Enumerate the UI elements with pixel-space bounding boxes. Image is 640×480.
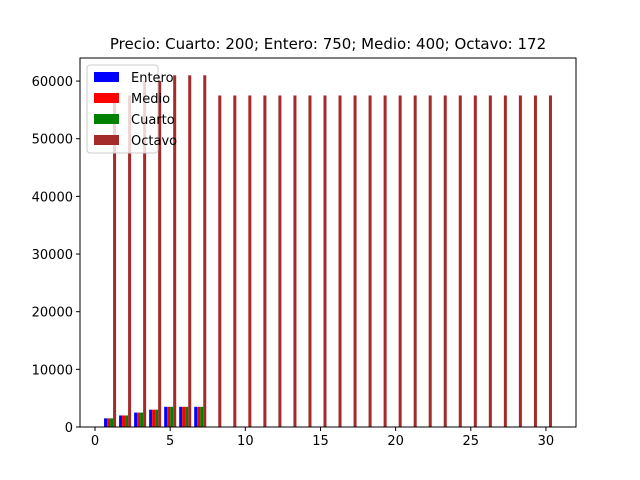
bar-cuarto-5	[170, 406, 174, 427]
bar-entero-7	[194, 406, 198, 427]
bar-medio-6	[182, 406, 186, 427]
bar-entero-6	[179, 406, 183, 427]
y-tick-label: 50000	[32, 133, 73, 148]
bar-octavo-30	[548, 95, 552, 427]
bar-entero-5	[164, 406, 168, 427]
legend-label-entero: Entero	[131, 71, 174, 86]
x-tick-label: 10	[237, 434, 254, 449]
bar-octavo-27	[503, 95, 507, 427]
plot-frame	[79, 57, 577, 428]
bar-octavo-29	[533, 95, 537, 427]
bar-entero-2	[119, 415, 123, 427]
bar-octavo-25	[473, 95, 477, 427]
legend-label-medio: Medio	[131, 92, 170, 107]
x-tick-label: 30	[538, 434, 555, 449]
bar-octavo-7	[203, 75, 207, 428]
bar-octavo-20	[398, 95, 402, 427]
bar-medio-4	[152, 409, 156, 427]
bar-octavo-21	[413, 95, 417, 427]
bar-octavo-26	[488, 95, 492, 427]
legend-swatch-octavo	[94, 135, 119, 145]
bar-entero-3	[134, 412, 138, 427]
y-tick-label: 40000	[32, 190, 73, 205]
bar-octavo-6	[188, 75, 192, 428]
legend-swatch-entero	[94, 72, 119, 82]
bar-octavo-16	[338, 95, 342, 427]
legend-swatch-cuarto	[94, 114, 119, 124]
bar-octavo-2	[128, 95, 132, 427]
bar-cuarto-7	[200, 406, 204, 427]
bar-octavo-4	[158, 81, 162, 427]
y-tick-label: 10000	[32, 363, 73, 378]
y-tick-label: 30000	[32, 248, 73, 263]
bar-octavo-24	[458, 95, 462, 427]
bar-octavo-11	[263, 95, 267, 427]
legend-box	[86, 64, 159, 154]
bar-cuarto-3	[140, 412, 144, 427]
bar-octavo-9	[233, 95, 237, 427]
x-tick-label: 20	[387, 434, 404, 449]
axes-group: 0 5 10 15 20 25 30 0 10000 20000 30000 40000 50000 60…	[32, 57, 577, 449]
bar-medio-2	[122, 415, 126, 427]
bar-octavo-15	[323, 95, 327, 427]
chart-title: Precio: Cuarto: 200; Entero: 750; Medio:…	[110, 35, 546, 53]
bar-octavo-8	[218, 95, 222, 427]
bar-octavo-17	[353, 95, 357, 427]
bar-octavo-23	[443, 95, 447, 427]
bar-entero-1	[104, 418, 108, 427]
legend-label-cuarto: Cuarto	[131, 113, 175, 128]
legend-label-octavo: Octavo	[131, 134, 177, 149]
y-tick-label: 0	[65, 421, 73, 436]
bar-cuarto-4	[155, 409, 159, 427]
x-tick-label: 25	[463, 434, 480, 449]
bar-medio-7	[197, 406, 201, 427]
bar-octavo-13	[293, 95, 297, 427]
bar-octavo-14	[308, 95, 312, 427]
bar-octavo-3	[143, 81, 147, 427]
bar-octavo-19	[383, 95, 387, 427]
bar-cuarto-1	[110, 418, 114, 427]
bar-octavo-18	[368, 95, 372, 427]
legend: Entero Medio Cuarto Octavo	[86, 64, 177, 154]
y-tick-label: 20000	[32, 306, 73, 321]
bar-octavo-28	[518, 95, 522, 427]
bar-medio-1	[107, 418, 111, 427]
bar-medio-5	[167, 406, 171, 427]
bars-group	[104, 75, 552, 428]
x-tick-label: 0	[91, 434, 99, 449]
y-tick-label: 60000	[32, 75, 73, 90]
x-tick-label: 15	[312, 434, 329, 449]
x-tick-label: 5	[166, 434, 174, 449]
legend-swatch-medio	[94, 93, 119, 103]
bar-entero-4	[149, 409, 153, 427]
bar-octavo-12	[278, 95, 282, 427]
bar-octavo-1	[113, 95, 117, 427]
bar-octavo-5	[173, 75, 177, 428]
bar-cuarto-6	[185, 406, 189, 427]
bar-octavo-22	[428, 95, 432, 427]
bar-octavo-10	[248, 95, 252, 427]
bar-cuarto-2	[125, 415, 129, 427]
bar-medio-3	[137, 412, 141, 427]
